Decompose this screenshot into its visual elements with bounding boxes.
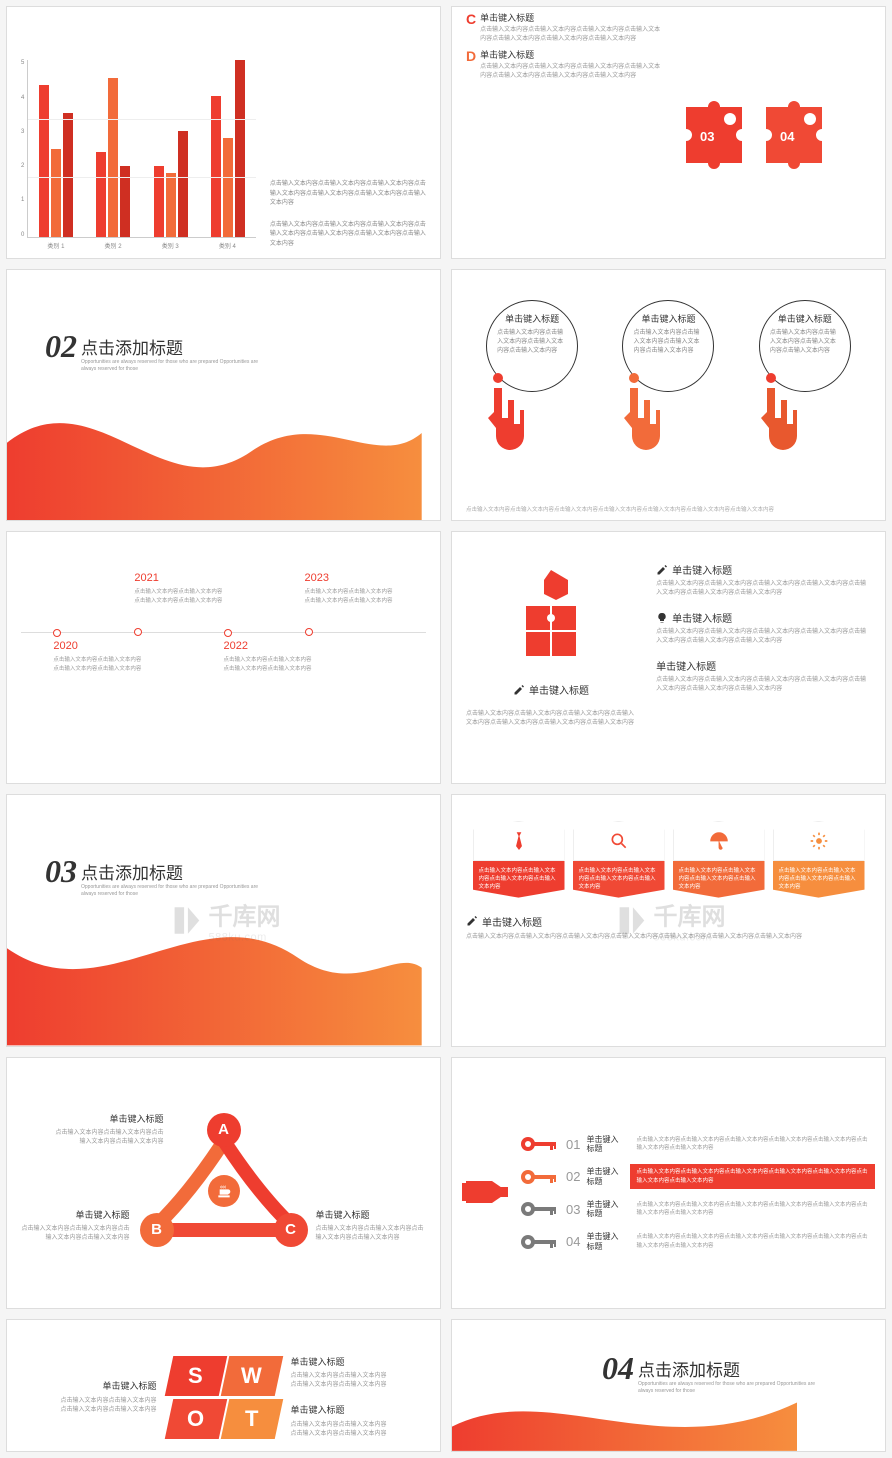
footer-body: 点击输入文本内容点击输入文本内容点击输入文本内容点击输入文本内容点击输入文本内容… (466, 933, 871, 942)
slide-puzzle-list: C单击键入标题点击输入文本内容点击输入文本内容点击输入文本内容点击输入文本内容点… (451, 6, 886, 259)
edit-icon (466, 915, 478, 927)
section-subtitle: Opportunities are always reserved for th… (81, 884, 261, 898)
section-subtitle: Opportunities are always reserved for th… (638, 1381, 818, 1395)
svg-text:03: 03 (700, 129, 714, 144)
center-icon (208, 1175, 240, 1207)
section-04: 04 点击添加标题 Opportunities are always reser… (451, 1319, 886, 1451)
puzzle-pieces-icon: 03 04 (686, 87, 846, 177)
item-body: 点击输入文本内容点击输入文本内容点击输入文本内容点击输入文本内容点击输入文本内容… (466, 710, 636, 728)
section-subtitle: Opportunities are always reserved for th… (81, 359, 261, 373)
swot-body: 点击输入文本内容点击输入文本内容点击输入文本内容点击输入文本内容 (57, 1397, 157, 1415)
item-title: 单击键入标题 (529, 682, 589, 697)
section-number: 02 (45, 328, 77, 365)
section-02: 02 点击添加标题 Opportunities are always reser… (6, 269, 441, 522)
chart-note: 点击输入文本内容点击输入文本内容点击输入文本内容点击输入文本内容点击输入文本内容… (270, 221, 426, 250)
swot-body: 点击输入文本内容点击输入文本内容点击输入文本内容点击输入文本内容 (291, 1421, 391, 1439)
key-icon (520, 1169, 560, 1185)
swot-label: 单击键入标题 (291, 1404, 391, 1418)
slide-grid: 543210 类别 1类别 2类别 3类别 4 点击输入文本内容点击输入文本内容… (6, 6, 886, 1452)
footer-title: 单击键入标题 (482, 914, 542, 929)
pointing-finger-icon (480, 370, 524, 460)
pointing-finger-icon (753, 370, 797, 460)
key-icon (520, 1234, 560, 1250)
slide-swot: 单击键入标题 点击输入文本内容点击输入文本内容点击输入文本内容点击输入文本内容 … (6, 1319, 441, 1451)
section-number: 03 (45, 853, 77, 890)
pointing-finger-icon (616, 370, 660, 460)
coffee-icon (216, 1183, 232, 1199)
hand-puzzle-icon (496, 562, 606, 672)
bar-chart: 543210 类别 1类别 2类别 3类别 4 (21, 60, 256, 249)
slide-bar-chart: 543210 类别 1类别 2类别 3类别 4 点击输入文本内容点击输入文本内容… (6, 6, 441, 259)
key-icon (520, 1201, 560, 1217)
pointing-hand-icon (462, 1173, 512, 1211)
slide-abc-triangle: A单击键入标题点击输入文本内容点击输入文本内容点击输入文本内容点击输入文本内容B… (6, 1057, 441, 1310)
wave-shape (7, 365, 422, 520)
slide-click-circles: 单击键入标题点击输入文本内容点击输入文本内容点击输入文本内容点击输入文本内容 单… (451, 269, 886, 522)
wave-shape (7, 890, 422, 1045)
section-number: 04 (602, 1350, 634, 1387)
swot-body: 点击输入文本内容点击输入文本内容点击输入文本内容点击输入文本内容 (291, 1372, 391, 1390)
key-icon (520, 1136, 560, 1152)
section-title: 点击添加标题 (81, 334, 261, 359)
slide-footer-text: 点击输入文本内容点击输入文本内容点击输入文本内容点击输入文本内容点击输入文本内容… (466, 506, 871, 514)
slide-hand-puzzle: 单击键入标题 点击输入文本内容点击输入文本内容点击输入文本内容点击输入文本内容点… (451, 531, 886, 784)
section-03: 03 点击添加标题 Opportunities are always reser… (6, 794, 441, 1047)
swot-label: 单击键入标题 (291, 1356, 391, 1370)
swot-label: 单击键入标题 (57, 1380, 157, 1394)
slide-keys: 01单击键入标题点击输入文本内容点击输入文本内容点击输入文本内容点击输入文本内容… (451, 1057, 886, 1310)
svg-text:04: 04 (780, 129, 795, 144)
chart-note: 点击输入文本内容点击输入文本内容点击输入文本内容点击输入文本内容点击输入文本内容… (270, 180, 426, 209)
section-title: 点击添加标题 (638, 1356, 818, 1381)
slide-timeline: 2020点击输入文本内容点击输入文本内容点击输入文本内容点击输入文本内容2021… (6, 531, 441, 784)
slide-hexagons: 点击输入文本内容点击输入文本内容点击输入文本内容点击输入文本内容点击输入文本内容… (451, 794, 886, 1047)
section-title: 点击添加标题 (81, 859, 261, 884)
edit-icon (513, 684, 525, 696)
